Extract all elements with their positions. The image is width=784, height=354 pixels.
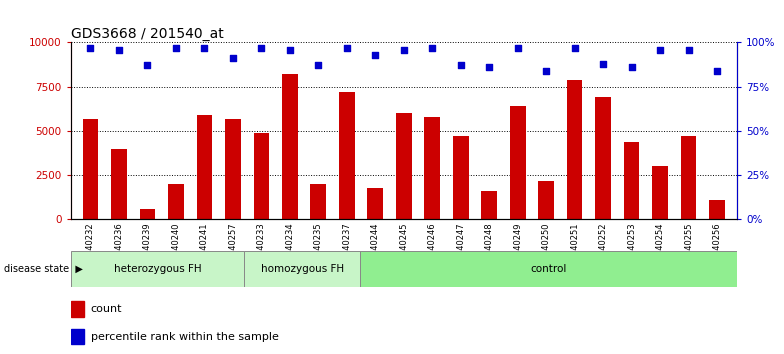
Bar (361, 251, 737, 287)
Point (682, 47, 695, 52)
Text: control: control (531, 264, 567, 274)
Bar (282, 74, 298, 219)
Text: homozygous FH: homozygous FH (261, 264, 344, 274)
Point (511, 45, 524, 51)
Point (626, 64, 638, 70)
Point (654, 47, 666, 52)
Bar (253, 133, 269, 219)
Point (711, 68, 724, 74)
Point (312, 63, 325, 68)
Bar (245, 251, 361, 287)
Bar (624, 142, 640, 219)
Point (397, 47, 410, 52)
Text: count: count (90, 304, 122, 314)
Bar (197, 115, 212, 219)
Point (340, 45, 353, 51)
Point (284, 47, 296, 52)
Point (141, 63, 154, 68)
Bar (310, 184, 326, 219)
Bar (396, 113, 412, 219)
Bar (595, 97, 611, 219)
Bar (71, 301, 84, 317)
Point (540, 68, 553, 74)
Bar (339, 92, 354, 219)
Bar (368, 188, 383, 219)
Point (169, 45, 182, 51)
Bar (168, 184, 183, 219)
Point (483, 64, 495, 70)
Bar (140, 209, 155, 219)
Bar (453, 136, 469, 219)
Bar (71, 251, 245, 287)
Point (113, 47, 125, 52)
Point (84, 45, 96, 51)
Bar (539, 181, 554, 219)
Bar (710, 200, 725, 219)
Point (255, 45, 267, 51)
Bar (225, 119, 241, 219)
Bar (481, 191, 497, 219)
Bar (681, 136, 696, 219)
Point (568, 45, 581, 51)
Bar (424, 117, 440, 219)
Bar (652, 166, 668, 219)
Bar (510, 106, 525, 219)
Point (198, 45, 211, 51)
Text: percentile rank within the sample: percentile rank within the sample (90, 331, 278, 342)
Text: GDS3668 / 201540_at: GDS3668 / 201540_at (71, 28, 223, 41)
Point (426, 45, 438, 51)
Point (455, 63, 467, 68)
Point (227, 56, 239, 61)
Text: heterozygous FH: heterozygous FH (114, 264, 201, 274)
Bar (71, 329, 84, 344)
Point (597, 61, 609, 67)
Bar (111, 149, 127, 219)
Point (369, 52, 382, 58)
Bar (82, 119, 98, 219)
Text: disease state  ▶: disease state ▶ (4, 264, 83, 274)
Bar (567, 80, 583, 219)
